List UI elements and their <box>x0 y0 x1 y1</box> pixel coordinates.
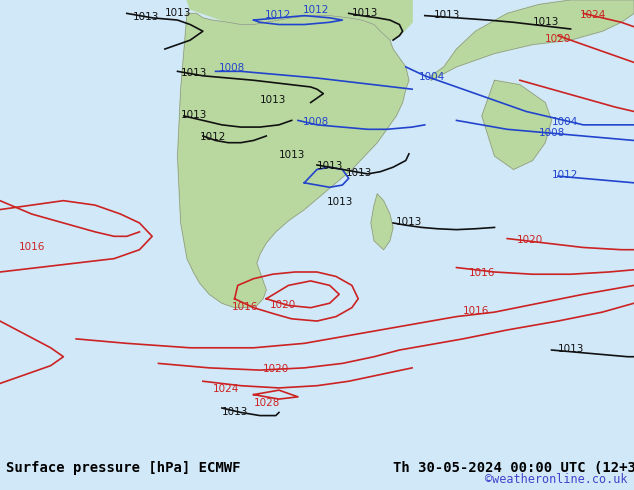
Text: 1016: 1016 <box>469 269 496 278</box>
Text: 1012: 1012 <box>265 10 292 20</box>
Text: 1013: 1013 <box>133 12 160 22</box>
Text: 1028: 1028 <box>254 398 280 408</box>
Text: 1016: 1016 <box>231 302 258 312</box>
Text: 1020: 1020 <box>545 34 571 45</box>
Text: 1008: 1008 <box>539 128 565 138</box>
Text: 1016: 1016 <box>463 306 489 317</box>
Text: 1013: 1013 <box>327 197 353 207</box>
Text: 1013: 1013 <box>222 407 249 416</box>
Text: 1013: 1013 <box>352 8 378 18</box>
Text: 1004: 1004 <box>552 117 578 127</box>
Text: 1013: 1013 <box>558 344 585 354</box>
Text: Th 30-05-2024 00:00 UTC (12+36): Th 30-05-2024 00:00 UTC (12+36) <box>393 462 634 475</box>
Text: 1020: 1020 <box>269 300 295 310</box>
Text: 1020: 1020 <box>263 365 289 374</box>
Text: 1013: 1013 <box>396 217 423 227</box>
Polygon shape <box>431 0 634 80</box>
Text: 1013: 1013 <box>260 95 287 104</box>
Polygon shape <box>187 0 412 45</box>
Text: 1013: 1013 <box>165 8 191 18</box>
Text: 1024: 1024 <box>580 10 607 20</box>
Text: 1012: 1012 <box>303 5 330 15</box>
Text: 1013: 1013 <box>434 10 461 20</box>
Text: 1004: 1004 <box>418 72 444 82</box>
Text: 1013: 1013 <box>181 68 207 78</box>
Text: 1024: 1024 <box>212 384 239 394</box>
Text: 1013: 1013 <box>533 17 559 26</box>
Text: 1013: 1013 <box>317 161 344 172</box>
Text: 1008: 1008 <box>303 117 329 127</box>
Polygon shape <box>482 80 552 170</box>
Text: 1013: 1013 <box>279 150 306 160</box>
Polygon shape <box>371 194 393 250</box>
Polygon shape <box>178 13 409 308</box>
Text: Surface pressure [hPa] ECMWF: Surface pressure [hPa] ECMWF <box>6 462 241 475</box>
Text: 1013: 1013 <box>181 110 207 120</box>
Text: 1016: 1016 <box>19 242 46 252</box>
Text: 1020: 1020 <box>517 235 543 245</box>
Text: 1013: 1013 <box>346 168 372 178</box>
Text: ©weatheronline.co.uk: ©weatheronline.co.uk <box>485 472 628 486</box>
Text: 1012: 1012 <box>552 171 578 180</box>
Text: 1008: 1008 <box>219 63 245 74</box>
Text: 1012: 1012 <box>200 132 226 143</box>
